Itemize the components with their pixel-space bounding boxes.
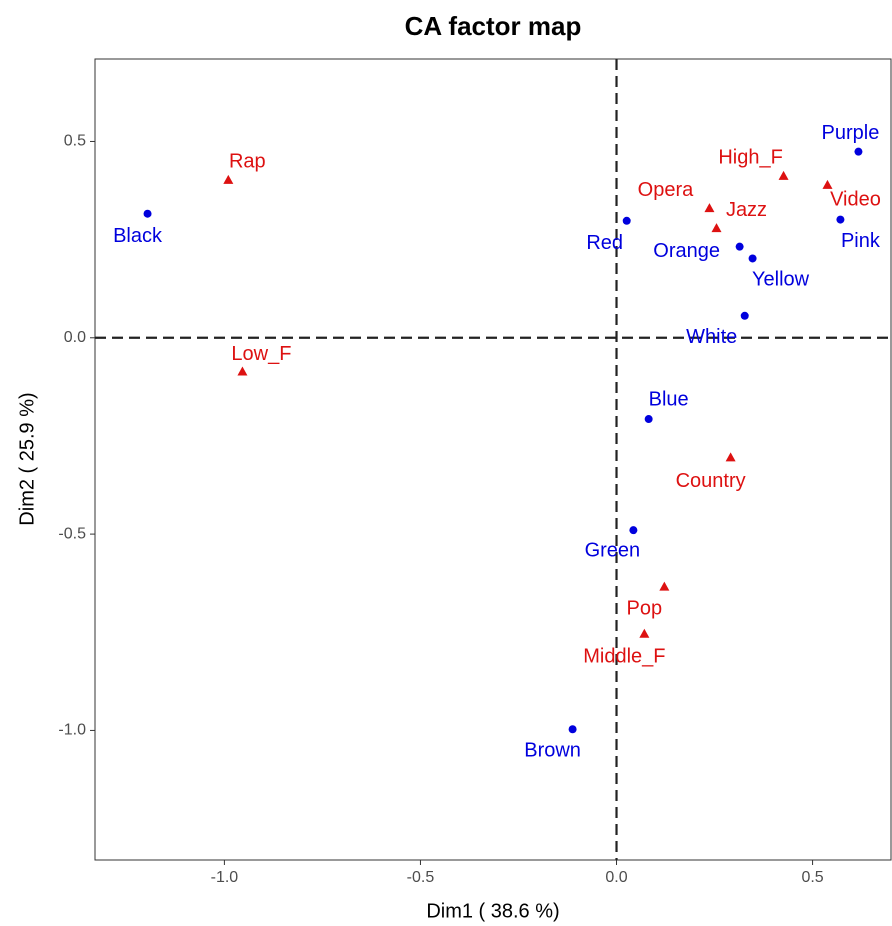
point-label: Red: [586, 232, 623, 254]
x-tick-label: -1.0: [211, 869, 239, 886]
point: [735, 242, 744, 251]
point-label: Black: [113, 225, 163, 247]
point: [629, 526, 638, 535]
y-tick-label: 0.0: [64, 329, 86, 346]
x-axis-title: Dim1 ( 38.6 %): [426, 900, 559, 922]
y-axis-title: Dim2 ( 25.9 %): [16, 392, 38, 525]
point-label: Brown: [524, 740, 581, 762]
point: [725, 452, 736, 462]
point-label: Blue: [649, 388, 689, 410]
plot-panel: [94, 58, 892, 861]
point: [568, 725, 577, 734]
point: [704, 203, 715, 213]
point: [711, 223, 722, 233]
point-label: Orange: [653, 240, 720, 262]
y-tick-label: -0.5: [58, 525, 86, 542]
point: [639, 628, 650, 638]
point-label: Opera: [638, 179, 694, 201]
chart-title: CA factor map: [405, 11, 582, 41]
point: [740, 311, 749, 320]
x-tick-label: 0.5: [801, 869, 823, 886]
point-label: High_F: [718, 147, 782, 169]
point: [748, 254, 757, 263]
point: [622, 216, 631, 225]
point-label: Middle_F: [583, 646, 665, 668]
point-label: Pink: [841, 230, 881, 252]
point-label: Green: [585, 539, 641, 561]
y-tick-label: -1.0: [58, 722, 86, 739]
point-label: Rap: [229, 151, 266, 173]
x-tick-label: -0.5: [407, 869, 435, 886]
point: [143, 209, 152, 218]
point: [822, 179, 833, 189]
point-label: White: [686, 326, 737, 348]
point: [659, 581, 670, 591]
point-label: Pop: [627, 597, 663, 619]
point: [237, 366, 248, 376]
point-label: Country: [676, 470, 746, 492]
point: [836, 215, 845, 224]
point: [644, 415, 653, 424]
point: [223, 174, 234, 184]
point-label: Video: [830, 189, 881, 211]
point: [854, 147, 863, 156]
point: [778, 170, 789, 180]
point-label: Low_F: [231, 343, 291, 365]
point-label: Yellow: [752, 269, 810, 291]
y-tick-label: 0.5: [64, 133, 86, 150]
x-tick-label: 0.0: [605, 869, 627, 886]
point-label: Purple: [822, 122, 880, 144]
point-label: Jazz: [726, 199, 767, 221]
